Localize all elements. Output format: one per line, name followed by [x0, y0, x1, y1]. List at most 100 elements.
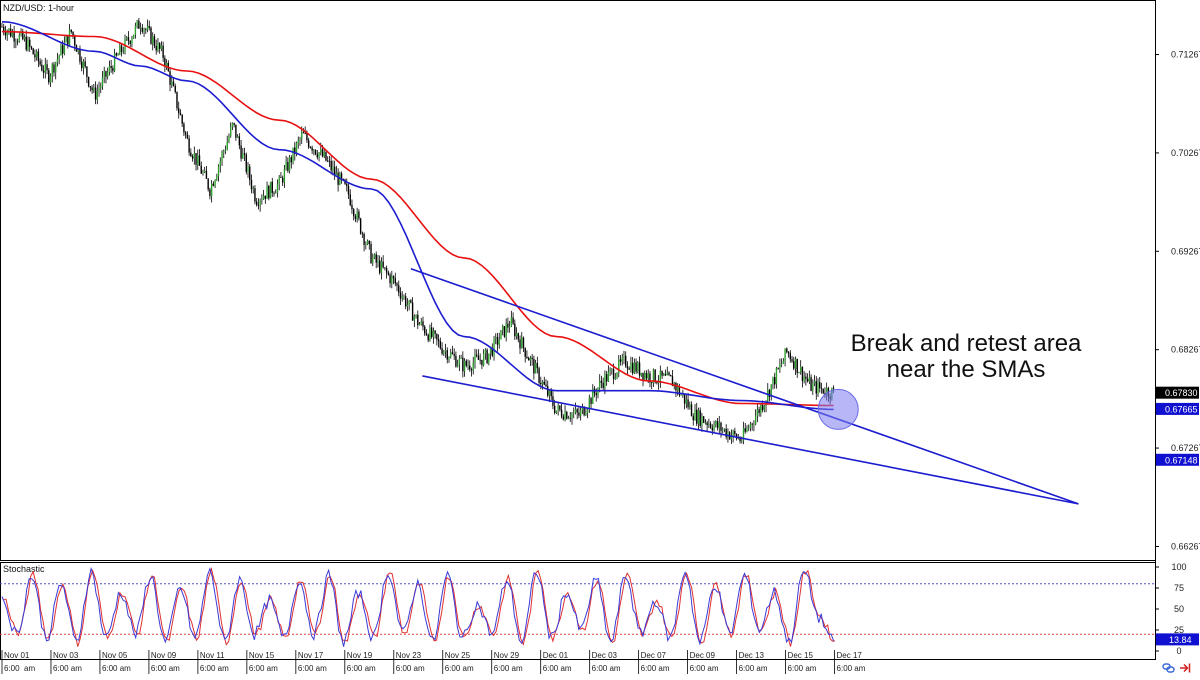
- candle-body: [501, 326, 504, 331]
- link-icon[interactable]: [1162, 663, 1175, 673]
- candle-body: [576, 409, 578, 413]
- candle-body: [742, 428, 745, 441]
- candle-body: [805, 376, 807, 379]
- time-label-suffix: am: [24, 664, 35, 673]
- candle-body: [448, 357, 450, 360]
- candle-body: [214, 180, 216, 186]
- candle-body: [751, 423, 753, 425]
- candle-body: [614, 377, 617, 380]
- candle-body: [235, 124, 237, 138]
- candle-body: [626, 366, 629, 369]
- candle-body: [628, 368, 630, 370]
- oscillator-panel-frame: [0, 562, 1156, 660]
- candle-body: [207, 178, 209, 190]
- candle-body: [202, 172, 204, 174]
- candle-body: [529, 357, 532, 361]
- candle-body: [269, 181, 272, 199]
- candle-body: [401, 296, 403, 299]
- date-label: Nov 23: [396, 651, 422, 660]
- time-label: 6:00 am: [347, 664, 376, 673]
- price-tick-label: 0.69267: [1171, 246, 1200, 256]
- price-badges: 0.67830 0.67665 0.67148: [1156, 386, 1199, 466]
- candle-body: [65, 36, 67, 43]
- candle-body: [264, 195, 267, 199]
- candle-body: [316, 154, 319, 158]
- chart-title-box: [1, 1, 67, 14]
- stochastic-tick-label: 75: [1174, 583, 1184, 593]
- date-label: Nov 01: [4, 651, 30, 660]
- candle-body: [361, 233, 364, 235]
- candle-body: [347, 185, 350, 195]
- candle-body: [810, 377, 812, 391]
- candle-body: [548, 390, 551, 396]
- candle-body: [633, 362, 636, 374]
- candle-body: [664, 374, 667, 376]
- candle-body: [470, 369, 473, 371]
- candle-body: [129, 41, 131, 44]
- candle-body: [796, 358, 798, 373]
- candle-body: [94, 87, 97, 100]
- candle-body: [822, 388, 824, 394]
- chart-title: NZD/USD: 1-hour: [3, 3, 74, 13]
- date-label: Nov 11: [200, 651, 225, 660]
- candle-body: [526, 356, 528, 358]
- candle-body: [533, 359, 535, 374]
- date-label: Dec 01: [543, 651, 569, 660]
- candle-body: [188, 138, 190, 153]
- candle-body: [252, 188, 254, 190]
- candle-body: [98, 88, 100, 91]
- candle-body: [323, 151, 325, 157]
- candle-body: [773, 377, 776, 385]
- candle-body: [519, 339, 521, 349]
- candle-body: [585, 412, 587, 416]
- candle-body: [387, 272, 390, 275]
- candle-body: [287, 161, 289, 171]
- candle-body: [493, 338, 495, 356]
- candle-body: [462, 357, 464, 372]
- candle-body: [545, 384, 547, 387]
- candle-body: [391, 276, 393, 284]
- candle-body: [670, 375, 672, 377]
- candle-body: [229, 127, 232, 137]
- candle-body: [70, 29, 72, 32]
- candle-body: [538, 368, 540, 383]
- candle-body: [148, 26, 150, 28]
- candle-body: [578, 412, 580, 416]
- candle-body: [642, 372, 644, 380]
- candle-body: [708, 423, 710, 426]
- candle-body: [817, 382, 819, 394]
- date-label: Nov 25: [445, 651, 471, 660]
- candle-body: [484, 349, 487, 354]
- date-label: Nov 05: [102, 651, 128, 660]
- candle-body: [37, 51, 40, 62]
- sma-blue-line: [1, 21, 834, 411]
- candle-body: [794, 358, 797, 369]
- candle-body: [205, 170, 208, 179]
- price-tick-label: 0.66267: [1171, 541, 1200, 551]
- candle-body: [385, 268, 388, 273]
- candle-body: [261, 199, 263, 201]
- candle-body: [444, 350, 447, 352]
- candle-body: [53, 64, 55, 73]
- candle-body: [301, 132, 303, 139]
- candle-body: [136, 20, 138, 26]
- candle-body: [467, 365, 469, 367]
- candle-body: [592, 388, 594, 404]
- candle-body: [637, 362, 639, 372]
- candle-body: [281, 177, 284, 183]
- candle-body: [825, 388, 828, 396]
- price-axis: 0.71267 0.70267 0.69267 0.68267 0.67267 0.662…: [1155, 50, 1200, 551]
- candle-body: [694, 409, 696, 421]
- candle-body: [333, 166, 336, 175]
- candle-body: [370, 244, 372, 264]
- candle-body: [275, 192, 277, 194]
- time-label: 6:00: [4, 664, 20, 673]
- date-axis: Nov 01 6:00 am Nov 03 6:00 am Nov 05 6:00 am No…: [1, 650, 866, 674]
- date-label: Nov 17: [298, 651, 324, 660]
- date-label: Nov 19: [347, 651, 373, 660]
- candle-body: [228, 136, 230, 142]
- candle-body: [403, 296, 405, 298]
- scroll-to-end-icon[interactable]: [1180, 663, 1191, 673]
- candle-body: [476, 354, 478, 356]
